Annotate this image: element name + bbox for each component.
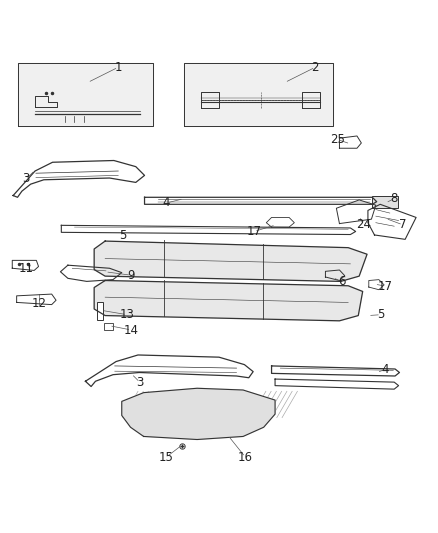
Polygon shape <box>184 63 333 126</box>
Text: 7: 7 <box>399 219 407 231</box>
Polygon shape <box>94 280 363 321</box>
Text: 5: 5 <box>378 308 385 321</box>
Bar <box>372 197 398 208</box>
Text: 16: 16 <box>238 450 253 464</box>
Text: 15: 15 <box>159 450 174 464</box>
Bar <box>301 107 318 112</box>
Text: 24: 24 <box>356 219 371 231</box>
Text: 13: 13 <box>120 308 134 321</box>
Text: 9: 9 <box>127 269 135 282</box>
Text: 5: 5 <box>119 229 126 243</box>
Polygon shape <box>18 63 153 126</box>
Text: 6: 6 <box>338 276 346 288</box>
Text: 11: 11 <box>19 262 34 275</box>
Bar <box>97 302 103 320</box>
Text: 17: 17 <box>247 225 261 238</box>
Text: 12: 12 <box>32 297 47 310</box>
Text: 14: 14 <box>124 324 139 336</box>
Text: 17: 17 <box>378 280 393 293</box>
Bar <box>104 322 113 329</box>
Text: 3: 3 <box>137 376 144 389</box>
Polygon shape <box>122 388 275 440</box>
Polygon shape <box>94 241 367 281</box>
Bar <box>53 116 96 122</box>
Bar <box>203 107 219 112</box>
Text: 25: 25 <box>330 133 345 146</box>
Text: 3: 3 <box>23 172 30 185</box>
Text: 2: 2 <box>311 61 319 74</box>
Text: 4: 4 <box>381 363 389 376</box>
Text: 4: 4 <box>162 197 170 209</box>
Text: 1: 1 <box>114 61 122 74</box>
Text: 8: 8 <box>391 192 398 205</box>
